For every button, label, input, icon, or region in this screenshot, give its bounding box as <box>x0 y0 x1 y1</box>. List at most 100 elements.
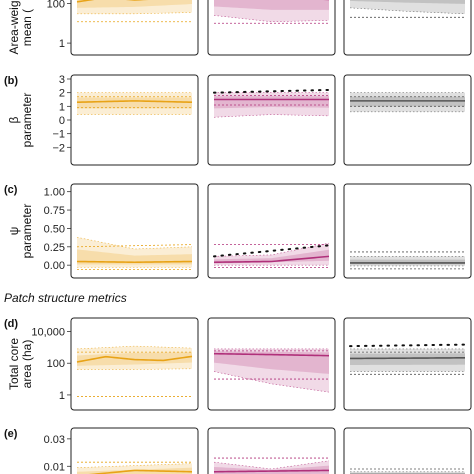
y-tick-label-d-2: 10,000 <box>31 327 65 339</box>
mean-line <box>213 469 330 473</box>
ci-band-outer <box>77 92 192 115</box>
ci-band-inner <box>214 0 329 10</box>
mean-line <box>349 357 466 360</box>
panel-frame <box>70 74 199 166</box>
mean-line <box>213 352 330 357</box>
ci-band-inner <box>77 97 192 109</box>
y-axis-label-b-1: parameter <box>20 93 34 148</box>
band-edge-lower <box>77 368 193 370</box>
y-tick-label-b-0: −2 <box>52 142 65 154</box>
y-tick-label-d-1: 100 <box>47 358 65 370</box>
ci-band-outer <box>214 0 329 22</box>
panel-e-1 <box>76 461 193 474</box>
y-tick-label-a-0: 1 <box>59 38 65 50</box>
panel-frame <box>207 0 336 56</box>
row-a: Area-weig mean ( 1 100 <box>7 0 472 56</box>
panel-frame <box>343 183 472 279</box>
ci-band-outer <box>77 0 192 14</box>
y-axis-label-d-1: area (ha) <box>20 340 34 389</box>
panel-frame <box>207 317 336 411</box>
y-tick-label-c-1: 0.25 <box>44 242 65 254</box>
ci-band-inner <box>350 353 465 365</box>
panel-frame <box>343 74 472 166</box>
panel-frame <box>207 427 336 474</box>
ci-band-inner <box>77 249 192 265</box>
y-axis-label-a-1: mean ( <box>20 9 34 46</box>
panel-frame <box>70 427 199 474</box>
panel-label-b: (b) <box>4 75 18 87</box>
y-tick-label-d-0: 1 <box>59 390 65 402</box>
ci-band-outer <box>350 471 465 474</box>
y-tick-label-c-3: 0.75 <box>44 205 65 217</box>
y-tick-label-c-0: 0.00 <box>44 260 65 272</box>
panel-c-1 <box>76 236 193 270</box>
ci-band-outer <box>350 348 465 372</box>
panel-label-c: (c) <box>4 184 18 196</box>
ci-band-inner <box>214 249 329 264</box>
panel-frame <box>343 0 472 56</box>
y-tick-label-e-0: 0.01 <box>44 461 65 473</box>
mean-line <box>76 355 193 363</box>
panel-frame <box>207 183 336 279</box>
ci-band-inner <box>214 96 329 109</box>
y-tick-label-b-4: 2 <box>59 88 65 100</box>
panel-frame <box>70 0 199 56</box>
panel-label-e: (e) <box>4 428 18 440</box>
ci-band-outer <box>214 348 329 393</box>
panel-c-2 <box>213 242 330 268</box>
panel-c-3 <box>350 251 465 270</box>
panel-frame <box>343 427 472 474</box>
y-axis-label-d-0: Total core <box>7 338 21 390</box>
panel-b-2 <box>213 88 330 118</box>
panel-d-1 <box>76 345 193 397</box>
observed-dotted-line <box>349 343 466 348</box>
band-edge-upper <box>76 463 193 468</box>
y-axis-label-a-0: Area-weig <box>7 0 21 54</box>
panel-frame <box>70 183 199 279</box>
y-tick-label-b-2: 0 <box>59 115 65 127</box>
panel-e-2 <box>213 457 330 474</box>
ci-band-outer <box>77 237 192 268</box>
y-tick-label-b-1: −1 <box>52 129 65 141</box>
panel-b-3 <box>350 92 465 113</box>
panel-a-3 <box>349 0 466 18</box>
y-tick-label-b-3: 1 <box>59 101 65 113</box>
ci-band-inner <box>77 0 192 8</box>
y-tick-label-c-4: 1.00 <box>44 187 65 199</box>
panel-label-d: (d) <box>4 318 18 330</box>
y-axis-label-b-0: β <box>7 116 21 123</box>
panel-a-2 <box>213 0 330 24</box>
y-axis-label-c-1: parameter <box>20 204 34 259</box>
ci-band-inner <box>350 0 465 4</box>
mean-line <box>76 100 193 104</box>
y-axis-label-c-0: ψ <box>7 227 21 236</box>
row-b: (b) β parameter −2−1 0 12 3 <box>4 74 472 166</box>
panel-e-3 <box>350 468 465 474</box>
band-edge-lower <box>77 12 193 15</box>
mean-line <box>76 260 193 264</box>
y-tick-label-c-2: 0.50 <box>44 223 65 235</box>
section-title: Patch structure metrics <box>4 291 127 305</box>
row-c: (c) ψ parameter 0.00 0.25 0.50 0.75 1.00 <box>4 183 472 279</box>
panel-d-2 <box>213 348 330 393</box>
row-d: (d) Total core area (ha) 1 100 10,000 <box>4 317 472 411</box>
panel-frame <box>70 317 199 411</box>
panel-b-1 <box>76 92 193 115</box>
panel-a-1 <box>76 0 193 23</box>
observed-dotted-line <box>213 88 330 94</box>
ci-band-inner <box>214 351 329 374</box>
y-tick-label-a-1: 100 <box>47 0 65 10</box>
mean-line <box>213 255 330 264</box>
dotted-upper-line <box>76 244 193 248</box>
ci-band-outer <box>350 0 465 14</box>
band-edge-lower <box>213 114 330 118</box>
band-edge-lower <box>349 7 466 15</box>
panel-frame <box>343 317 472 411</box>
panel-frame <box>207 74 336 166</box>
ci-band-outer <box>350 92 465 112</box>
row-e: (e) 0.01 0.03 <box>4 427 472 474</box>
mean-line <box>88 469 193 474</box>
y-tick-label-e-1: 0.03 <box>44 434 65 446</box>
panel-d-3 <box>349 343 466 375</box>
